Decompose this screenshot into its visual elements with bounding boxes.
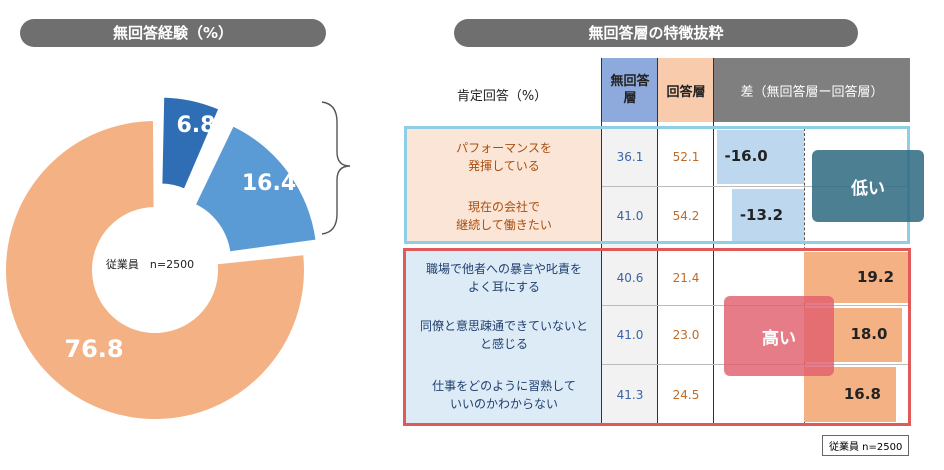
no-answer-value: 41.0 bbox=[616, 328, 644, 342]
answer-value: 23.0 bbox=[672, 328, 700, 342]
row-label: 仕事をどのように習熟して いいのかわからない bbox=[406, 365, 602, 424]
right-title: 無回答層の特徴抜粋 bbox=[588, 24, 724, 42]
diff-bar bbox=[716, 130, 804, 184]
row-label-line2: 発揮している bbox=[468, 159, 540, 173]
header-diff: 差（無回答層ー回答層） bbox=[714, 58, 910, 122]
top-rows-bg bbox=[406, 128, 602, 244]
row-label: 職場で他者への暴言や叱責を よく耳にする bbox=[406, 250, 602, 305]
answer-value: 54.2 bbox=[672, 208, 700, 223]
high-label: 高い bbox=[762, 328, 796, 349]
row-label-line2: 継続して働きたい bbox=[456, 217, 552, 232]
diff-value: -16.0 bbox=[724, 147, 768, 165]
sample-note: 従業員 n=2500 bbox=[822, 435, 910, 456]
row-label-line2: よく耳にする bbox=[467, 279, 541, 294]
no-answer-value: 40.6 bbox=[616, 270, 644, 285]
high-group-frame bbox=[403, 248, 911, 426]
row-label: パフォーマンスを 発揮している bbox=[406, 128, 602, 186]
row-label-line1: 仕事をどのように習熟して bbox=[432, 378, 576, 393]
answer-value: 52.1 bbox=[672, 150, 700, 164]
no-answer-value: 41.3 bbox=[616, 387, 644, 402]
header-item: 肯定回答（%） bbox=[456, 88, 548, 104]
diff-value: 19.2 bbox=[857, 267, 895, 286]
donut-slice-label: 76.8 bbox=[64, 335, 123, 363]
left-title: 無回答経験（%） bbox=[112, 24, 234, 42]
low-badge: 低い bbox=[812, 150, 924, 222]
row-label: 現在の会社で 継続して働きたい bbox=[406, 187, 602, 244]
diff-value: 18.0 bbox=[850, 325, 888, 343]
donut-center-label: 従業員 n=2500 bbox=[106, 258, 194, 271]
low-label: 低い bbox=[851, 178, 885, 199]
row-divider bbox=[602, 186, 910, 187]
donut-slice bbox=[4, 118, 306, 421]
diff-bar bbox=[804, 252, 909, 303]
row-label: 同僚と意思疎通できていないと と感じる bbox=[406, 306, 602, 364]
right-title-pill: 無回答層の特徴抜粋 bbox=[454, 19, 858, 47]
row-label-line2: と感じる bbox=[479, 337, 528, 351]
answer-value: 21.4 bbox=[672, 270, 700, 285]
diff-bar bbox=[804, 367, 896, 422]
donut-slice-label: 16.4 bbox=[242, 171, 296, 196]
row-label-line2: いいのかわからない bbox=[449, 396, 558, 411]
left-title-pill: 無回答経験（%） bbox=[20, 19, 326, 47]
diff-value: 16.8 bbox=[843, 384, 881, 403]
row-label-line1: 同僚と意思疎通できていないと bbox=[419, 319, 588, 333]
brace-icon bbox=[321, 101, 351, 235]
header-answer: 回答層 bbox=[658, 58, 714, 122]
high-badge: 高い bbox=[724, 296, 834, 376]
header-no-answer: 無回答層 bbox=[602, 58, 658, 122]
no-answer-value: 36.1 bbox=[616, 150, 644, 164]
diff-bar bbox=[731, 189, 804, 242]
donut-slice bbox=[160, 95, 221, 191]
num-col-bg bbox=[602, 128, 658, 424]
bottom-rows-bg bbox=[406, 250, 602, 424]
answer-value: 24.5 bbox=[672, 387, 700, 402]
donut-slice bbox=[193, 124, 318, 254]
diff-value: -13.2 bbox=[739, 205, 784, 224]
row-label-line1: パフォーマンスを bbox=[456, 141, 552, 155]
no-answer-value: 41.0 bbox=[616, 208, 644, 223]
row-label-line1: 現在の会社で bbox=[467, 199, 540, 214]
row-label-line1: 職場で他者への暴言や叱責を bbox=[425, 261, 582, 276]
donut-slice-label: 6.8 bbox=[177, 113, 216, 138]
